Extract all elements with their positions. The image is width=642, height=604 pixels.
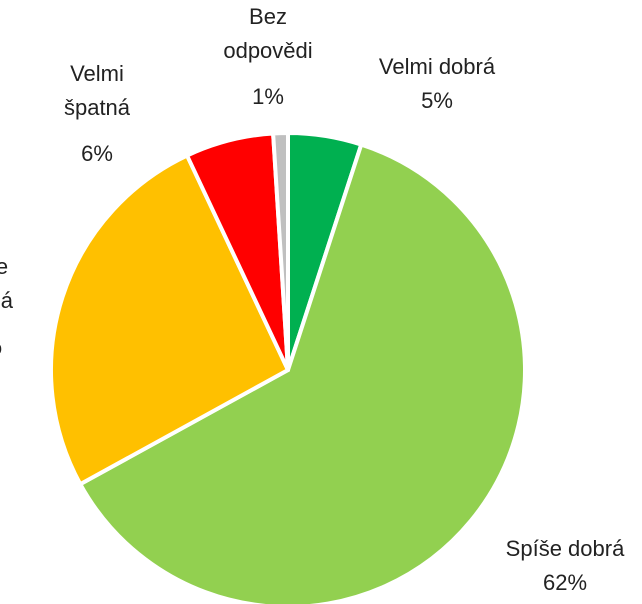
slice-value-label: 26% [0, 334, 2, 359]
slice-label: Spíše dobrá [506, 536, 625, 561]
slice-value-label: 1% [252, 84, 284, 109]
slice-value-label: 5% [421, 88, 453, 113]
slice-label: Velmi špatná [64, 61, 131, 120]
slice-value-label: 6% [81, 141, 113, 166]
slice-value-label: 62% [543, 570, 587, 595]
pie-slice [78, 142, 527, 604]
slice-label: Bez odpovědi [223, 4, 312, 63]
pie-slice [49, 153, 290, 487]
slice-label: Spíšešpatná [0, 254, 14, 313]
pie-slice [271, 131, 290, 372]
slice-label: Velmi dobrá [379, 54, 496, 79]
